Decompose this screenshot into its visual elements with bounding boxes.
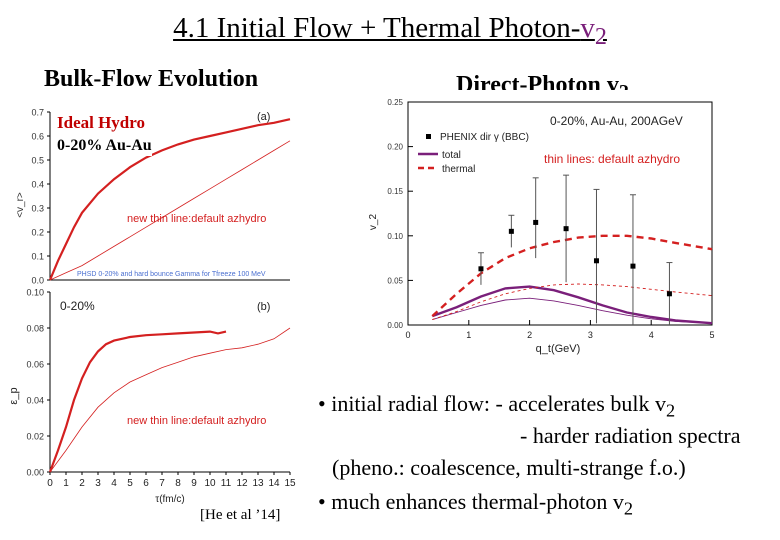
panel-a-series-thick-line xyxy=(48,118,291,281)
panel-a-background xyxy=(5,95,297,288)
panel-a-ytick-label: 0.4 xyxy=(31,180,44,190)
slide-title: 4.1 Initial Flow + Thermal Photon-v2 xyxy=(0,12,780,51)
panel-b-xlabel: τ(fm/c) xyxy=(155,494,185,505)
panel-b-xtick-label: 3 xyxy=(95,478,101,489)
chart-panel-b: 0.000.020.040.060.080.10 0 1 2 3 4 5 6 7 8 9 10 11 1… xyxy=(5,286,297,510)
panel-b-ytick-label: 0.10 xyxy=(26,288,44,298)
panel-a-ytick-label: 0.6 xyxy=(31,132,44,142)
panel-a-footnote: PHSD 0-20% and hard bounce Gamma for Tfr… xyxy=(77,271,266,278)
panel-b-series-thin-line xyxy=(49,327,291,473)
panel-b-xtick-label: 15 xyxy=(284,478,296,489)
photon-ytick-label: 0.25 xyxy=(387,98,403,107)
panel-b-ytick-label: 0.06 xyxy=(26,360,44,370)
panel-b-xtick-label: 6 xyxy=(143,478,149,489)
panel-a-ytick-label: 0.3 xyxy=(31,204,44,214)
panel-a-series-thin-line xyxy=(49,140,291,281)
photon-xtick-label: 1 xyxy=(466,330,471,340)
panel-b-xtick-label: 9 xyxy=(191,478,197,489)
panel-a-ylabel: <v_r> xyxy=(15,192,26,218)
panel-b-xtick-label: 2 xyxy=(79,478,85,489)
photon-plot-frame xyxy=(407,101,713,326)
panel-b-xtick-label: 10 xyxy=(204,478,216,489)
photon-xtick-label: 3 xyxy=(588,330,593,340)
panel-b-xtick-label: 7 xyxy=(159,478,165,489)
ideal-hydro-label: Ideal Hydro xyxy=(57,113,146,133)
photon-xtick-label: 2 xyxy=(527,330,532,340)
photon-data-point xyxy=(533,219,539,225)
photon-ytick-label: 0.20 xyxy=(387,143,403,152)
panel-b-xtick-label: 1 xyxy=(63,478,69,489)
panel-b-ytick-label: 0.04 xyxy=(26,396,44,406)
panel-b-xtick-label: 12 xyxy=(236,478,248,489)
bullet-pheno: (pheno.: coalescence, multi-strange f.o.… xyxy=(332,455,686,480)
photon-legend: PHENIX dir γ (BBC) total thermal xyxy=(418,132,529,175)
bullet-harder-spectra: - harder radiation spectra xyxy=(520,423,741,448)
panel-b-xtick-label: 4 xyxy=(111,478,117,489)
title-subscript: 2 xyxy=(594,22,607,50)
photon-data-point xyxy=(563,226,569,232)
panel-b-ylabel: ε_p xyxy=(8,387,20,404)
panel-a-ytick-label: 0.0 xyxy=(31,276,44,286)
legend-label-total: total xyxy=(442,150,461,161)
centrality-overlay-label: 0-20% Au-Au xyxy=(57,136,152,156)
bullet-4-subscript: 2 xyxy=(623,498,634,519)
citation: [He et al ’14] xyxy=(200,507,281,523)
bullet-initial-flow: • initial radial flow: - accelerates bul… xyxy=(318,391,675,421)
photon-panel-background xyxy=(358,90,730,362)
photon-data-point xyxy=(478,266,484,272)
panel-b-ytick-label: 0.00 xyxy=(26,468,44,478)
panel-b-ytick-label: 0.02 xyxy=(26,432,44,442)
panel-b-annotation: new thin line:default azhydro xyxy=(127,415,266,427)
legend-label-data: PHENIX dir γ (BBC) xyxy=(440,132,529,143)
photon-ytick-label: 0.10 xyxy=(387,232,403,241)
panel-b-xtick-label: 5 xyxy=(127,478,133,489)
panel-a-label: (a) xyxy=(257,111,270,123)
chart-direct-photon: 0.00 0.05 0.10 0.15 0.20 0.25 0 1 2 3 4 5 v_2 q_t(… xyxy=(358,90,730,362)
photon-ytick-label: 0.05 xyxy=(387,276,403,285)
panel-a-ytick-label: 0.2 xyxy=(31,228,44,238)
photon-series-total-thin-line xyxy=(432,297,713,324)
photon-data-point xyxy=(593,258,599,264)
photon-data-point xyxy=(630,263,636,269)
bullet-1-text: • initial radial flow: - accelerates bul… xyxy=(318,391,666,416)
bullet-thermal-photon: • much enhances thermal-photon v2 xyxy=(318,489,633,519)
panel-a-annotation: new thin line:default azhydro xyxy=(127,213,266,225)
panel-a-ytick-label: 0.5 xyxy=(31,156,44,166)
photon-xtick-label: 0 xyxy=(405,330,410,340)
photon-xlabel: q_t(GeV) xyxy=(536,343,581,355)
photon-annotation: thin lines: default azhydro xyxy=(544,152,680,166)
panel-b-ytick-label: 0.08 xyxy=(26,324,44,334)
bulk-flow-heading: Bulk-Flow Evolution xyxy=(44,66,259,92)
photon-ytick-label: 0.00 xyxy=(387,321,403,330)
photon-series-thermal-thin-line xyxy=(432,283,713,321)
legend-marker-data xyxy=(426,134,431,139)
panel-b-xtick-label: 13 xyxy=(252,478,264,489)
photon-ylabel: v_2 xyxy=(368,214,379,231)
photon-xtick-label: 5 xyxy=(709,330,714,340)
bullet-1-subscript: 2 xyxy=(665,400,676,421)
photon-ytick-label: 0.15 xyxy=(387,187,403,196)
panel-a-ytick-label: 0.1 xyxy=(31,252,44,262)
photon-series-total-thick-line xyxy=(431,285,713,325)
photon-xtick-label: 4 xyxy=(649,330,654,340)
panel-b-xtick-label: 11 xyxy=(221,478,232,489)
panel-b-background xyxy=(5,286,297,510)
panel-b-label: (b) xyxy=(257,301,270,313)
title-v: v xyxy=(580,12,595,44)
photon-system-label: 0-20%, Au-Au, 200AGeV xyxy=(550,114,683,128)
photon-data-point xyxy=(666,291,672,297)
panel-b-xtick-label: 14 xyxy=(268,478,280,489)
bullet-4-text: • much enhances thermal-photon v xyxy=(318,489,624,514)
legend-label-thermal: thermal xyxy=(442,164,475,175)
photon-data-point xyxy=(508,228,514,234)
panel-a-ytick-label: 0.7 xyxy=(31,108,44,118)
chart-panel-a: 0.0 0.1 0.2 0.3 0.4 0.5 0.6 0.7 <v_r> (a) new t… xyxy=(5,95,297,288)
panel-b-series-thick-line xyxy=(48,330,227,473)
panel-b-xtick-label: 8 xyxy=(175,478,181,489)
panel-b-centrality: 0-20% xyxy=(60,299,95,313)
panel-b-xtick-label: 0 xyxy=(47,478,53,489)
title-text: 4.1 Initial Flow + Thermal Photon- xyxy=(173,12,581,44)
